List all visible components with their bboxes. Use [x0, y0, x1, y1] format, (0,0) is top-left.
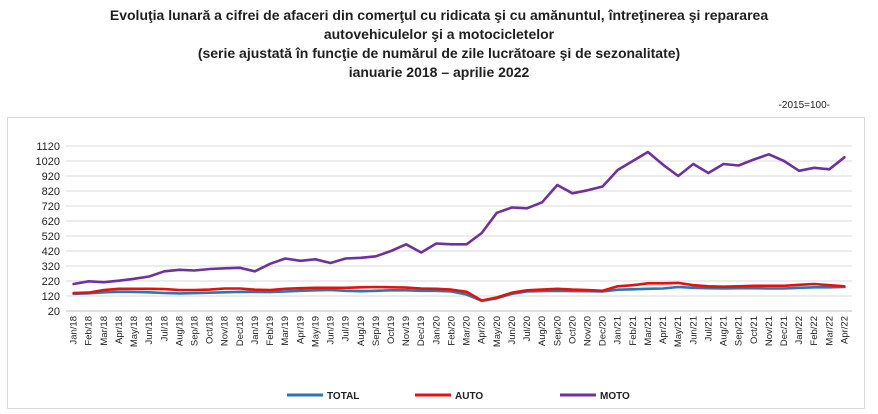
- y-tick-label: 1020: [36, 156, 60, 168]
- y-tick-label: 1120: [36, 141, 60, 153]
- x-tick-label: Aug/19: [356, 316, 367, 346]
- y-tick-label: 20: [48, 306, 60, 318]
- x-tick-label: May/21: [673, 316, 684, 347]
- unit-label: -2015=100-: [778, 100, 830, 111]
- x-tick-label: Aug/21: [719, 316, 730, 346]
- x-tick-label: Mar/22: [824, 316, 835, 346]
- x-tick-label: Apr/20: [477, 316, 488, 344]
- x-tick-label: Mar/19: [280, 316, 291, 346]
- y-tick-label: 820: [42, 186, 60, 198]
- series-line-moto: [72, 150, 846, 286]
- x-tick-label: Dec/21: [779, 316, 790, 346]
- x-tick-label: Aug/18: [174, 316, 185, 346]
- y-tick-label: 720: [42, 201, 60, 213]
- x-tick-label: Jun/21: [688, 316, 699, 345]
- series-line-auto: [72, 281, 846, 302]
- x-tick-label: Jul/21: [703, 316, 714, 341]
- x-tick-label: Jan/20: [431, 316, 442, 345]
- x-tick-label: Jan/18: [69, 316, 80, 345]
- x-tick-label: Oct/19: [386, 316, 397, 344]
- x-tick-label: Apr/22: [839, 316, 850, 344]
- title-line-2: autovehiculelor şi a motocicletelor: [323, 26, 555, 42]
- series-lines: [72, 150, 846, 303]
- series-line-total: [72, 285, 846, 303]
- x-tick-label: Jun/18: [144, 316, 155, 345]
- x-tick-label: Feb/19: [265, 316, 276, 346]
- x-tick-label: Jul/19: [341, 316, 352, 341]
- x-tick-label: Oct/18: [205, 316, 216, 344]
- chart-period: ianuarie 2018 – aprilie 2022: [348, 64, 530, 80]
- x-tick-label: Jul/20: [522, 316, 533, 341]
- x-tick-label: Sep/20: [552, 316, 563, 346]
- legend: TOTAL AUTO MOTO: [287, 391, 630, 402]
- x-tick-label: Jun/19: [326, 316, 337, 345]
- legend-label-auto: AUTO: [455, 391, 483, 402]
- y-tick-label: 620: [42, 216, 60, 228]
- x-tick-label: May/20: [492, 316, 503, 347]
- y-axis-ticks: 20 120 220 320 420 520 620 720 820 920 1020 1120: [36, 141, 60, 318]
- x-tick-label: Feb/21: [628, 316, 639, 346]
- x-tick-label: Nov/18: [220, 316, 231, 346]
- x-tick-label: Sep/18: [189, 316, 200, 346]
- x-axis-ticks: Jan/18 Feb/18 Mar/18 Apr/18 May/18 Jun/18 Jul/…: [69, 316, 851, 347]
- y-tick-label: 120: [42, 291, 60, 303]
- x-tick-label: Nov/21: [764, 316, 775, 346]
- x-tick-label: Jan/21: [613, 316, 624, 345]
- x-tick-label: Feb/20: [446, 316, 457, 346]
- y-tick-label: 920: [42, 171, 60, 183]
- x-tick-label: Mar/20: [462, 316, 473, 346]
- x-tick-label: Apr/19: [295, 316, 306, 344]
- x-tick-label: Apr/21: [658, 316, 669, 344]
- title-line-1: Evoluţia lunară a cifrei de afaceri din …: [109, 7, 769, 23]
- x-tick-label: Aug/20: [537, 316, 548, 346]
- chart-subtitle: (serie ajustată în funcţie de numărul de…: [197, 45, 681, 61]
- legend-label-total: TOTAL: [327, 391, 359, 402]
- x-tick-label: Dec/18: [235, 316, 246, 346]
- x-tick-label: Oct/21: [749, 316, 760, 344]
- gridlines: [66, 145, 852, 312]
- x-tick-label: Apr/18: [114, 316, 125, 344]
- x-tick-label: Dec/20: [598, 316, 609, 346]
- x-tick-label: Dec/19: [416, 316, 427, 346]
- x-tick-label: Mar/18: [99, 316, 110, 346]
- x-tick-label: May/18: [129, 316, 140, 347]
- x-tick-label: Jan/22: [794, 316, 805, 345]
- x-tick-label: Jul/18: [159, 316, 170, 341]
- x-tick-label: Jan/19: [250, 316, 261, 345]
- x-tick-label: Feb/18: [84, 316, 95, 346]
- y-tick-label: 320: [42, 261, 60, 273]
- x-tick-label: May/19: [310, 316, 321, 347]
- chart-frame: [7, 117, 865, 409]
- x-tick-label: Mar/21: [643, 316, 654, 346]
- x-tick-label: Nov/20: [582, 316, 593, 346]
- x-tick-label: Feb/22: [809, 316, 820, 346]
- y-tick-label: 420: [42, 246, 60, 258]
- chart-title-block: Evoluţia lunară a cifrei de afaceri din …: [0, 6, 878, 82]
- x-tick-label: Nov/19: [401, 316, 412, 346]
- y-tick-label: 220: [42, 276, 60, 288]
- x-tick-label: Jun/20: [507, 316, 518, 345]
- y-tick-label: 520: [42, 231, 60, 243]
- x-tick-label: Sep/21: [734, 316, 745, 346]
- x-tick-label: Sep/19: [371, 316, 382, 346]
- legend-label-moto: MOTO: [600, 391, 630, 402]
- x-tick-label: Oct/20: [567, 316, 578, 344]
